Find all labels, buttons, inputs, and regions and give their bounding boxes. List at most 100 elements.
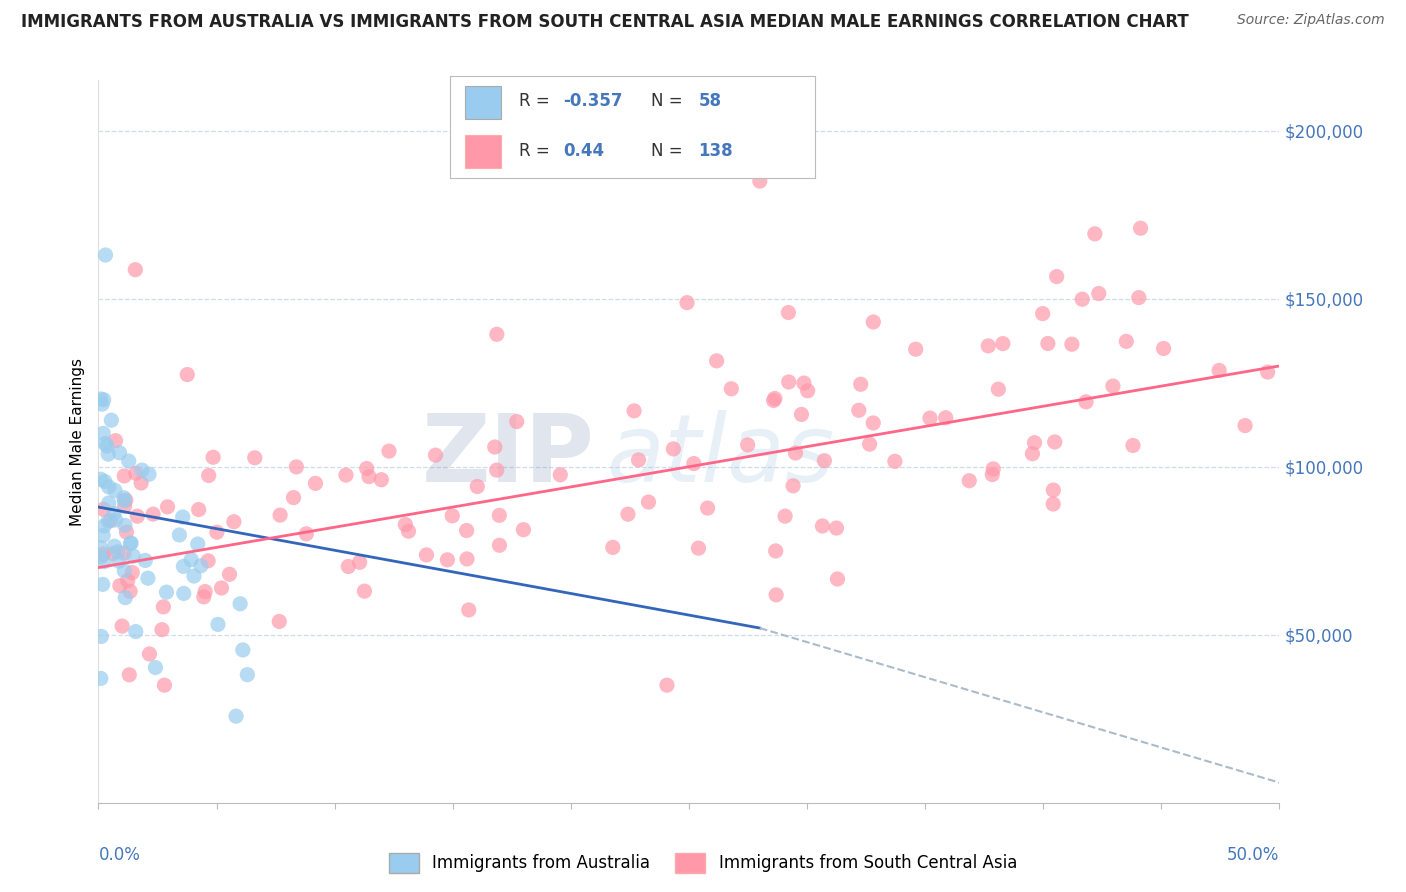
Point <box>1032 307 1054 321</box>
Point <box>120 536 142 550</box>
Point <box>765 544 787 558</box>
Point <box>94 436 117 450</box>
Point <box>425 448 447 462</box>
Point <box>93 392 115 407</box>
Point <box>142 507 165 521</box>
Text: 138: 138 <box>699 142 733 161</box>
Point <box>883 454 905 468</box>
Point <box>269 615 291 629</box>
Point <box>811 519 834 533</box>
Point <box>356 461 378 475</box>
Point <box>488 508 510 523</box>
Point <box>122 549 145 563</box>
Point <box>173 586 195 600</box>
Point <box>91 397 114 411</box>
Point <box>1153 342 1175 356</box>
Point <box>202 450 225 465</box>
Text: 0.44: 0.44 <box>564 142 605 161</box>
Point <box>1024 435 1046 450</box>
Point <box>90 472 112 486</box>
Point <box>155 585 177 599</box>
Point <box>172 510 194 524</box>
Point <box>849 377 872 392</box>
Point <box>1043 434 1066 449</box>
Point <box>918 411 941 425</box>
Point <box>187 537 209 551</box>
Point <box>124 262 146 277</box>
Point <box>205 525 228 540</box>
Point <box>1074 395 1097 409</box>
Point <box>813 453 835 467</box>
Point <box>104 434 127 448</box>
Point <box>485 463 508 477</box>
Point <box>991 336 1014 351</box>
Point <box>436 553 458 567</box>
Point <box>1071 292 1094 306</box>
Point <box>456 552 478 566</box>
Point <box>353 584 375 599</box>
Point <box>488 538 510 552</box>
Point <box>977 339 1000 353</box>
Point <box>190 558 212 573</box>
FancyBboxPatch shape <box>464 87 501 119</box>
Point <box>125 467 148 481</box>
Point <box>104 483 127 498</box>
Point <box>1122 438 1144 452</box>
Point <box>550 467 572 482</box>
Point <box>981 467 1004 482</box>
Point <box>103 507 125 521</box>
Point <box>706 354 728 368</box>
Y-axis label: Median Male Earnings: Median Male Earnings <box>69 358 84 525</box>
Point <box>1060 337 1083 351</box>
Point <box>93 519 115 533</box>
Point <box>762 393 785 408</box>
Point <box>112 469 135 483</box>
Point <box>112 491 135 505</box>
Point <box>114 493 136 508</box>
Point <box>232 643 254 657</box>
Point <box>183 569 205 583</box>
Point <box>1115 334 1137 349</box>
Point <box>108 554 131 568</box>
Text: N =: N = <box>651 142 688 161</box>
Point <box>415 548 437 562</box>
Text: atlas: atlas <box>606 410 835 501</box>
Point <box>97 496 120 510</box>
Point <box>1234 418 1257 433</box>
Point <box>1208 363 1230 377</box>
Point <box>120 584 142 599</box>
Point <box>117 574 139 588</box>
Point <box>676 295 699 310</box>
Point <box>94 248 117 262</box>
Point <box>394 517 416 532</box>
Point <box>862 416 884 430</box>
Point <box>90 541 112 555</box>
Point <box>773 509 796 524</box>
Point <box>1129 221 1152 235</box>
FancyBboxPatch shape <box>464 136 501 168</box>
Point <box>825 521 848 535</box>
Point <box>100 514 122 528</box>
Point <box>145 660 167 674</box>
Point <box>150 623 173 637</box>
Point <box>617 507 640 521</box>
Point <box>103 547 125 561</box>
Text: -0.357: -0.357 <box>564 92 623 110</box>
Point <box>957 474 980 488</box>
Point <box>194 584 217 599</box>
Point <box>304 476 326 491</box>
Point <box>118 454 141 468</box>
Point <box>107 545 129 559</box>
Point <box>357 469 380 483</box>
Point <box>682 457 704 471</box>
Text: ZIP: ZIP <box>422 410 595 502</box>
Point <box>91 547 114 561</box>
Point <box>349 555 371 569</box>
Point <box>197 468 219 483</box>
Point <box>93 475 115 489</box>
Point <box>152 599 174 614</box>
Point <box>987 382 1010 396</box>
Point <box>93 502 115 516</box>
Point <box>114 591 136 605</box>
Point <box>737 438 759 452</box>
